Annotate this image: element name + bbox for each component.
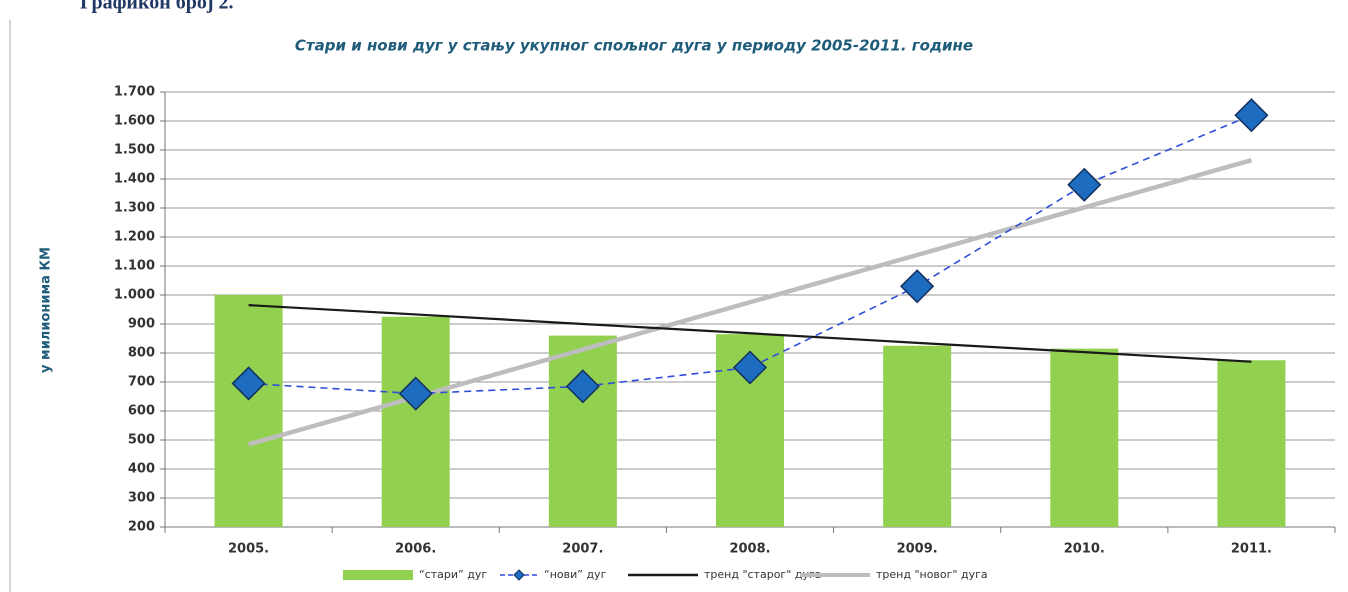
legend-marker [513, 569, 525, 581]
y-tick-label: 1.000 [114, 288, 155, 303]
x-tick-label: 2010. [1064, 542, 1105, 557]
y-axis-label: у милионима КМ [39, 247, 54, 373]
bar [1050, 348, 1119, 527]
legend-label: “нови” дуг [544, 568, 607, 581]
y-tick-label: 1.700 [114, 85, 155, 100]
y-tick-label: 400 [128, 462, 155, 477]
y-tick-label: 600 [128, 404, 155, 419]
x-tick-label: 2011. [1231, 542, 1272, 557]
marker [732, 350, 768, 385]
y-tick-label: 1.400 [114, 172, 155, 187]
bar [883, 345, 952, 527]
chart-title: Стари и нови дуг у стању укупног спољног… [295, 37, 973, 55]
y-tick-label: 800 [128, 346, 155, 361]
y-tick-label: 500 [128, 433, 155, 448]
y-tick-label: 1.100 [114, 259, 155, 274]
bar [548, 335, 617, 527]
y-tick-label: 300 [128, 491, 155, 506]
bar [214, 295, 283, 527]
y-tick-label: 1.500 [114, 143, 155, 158]
marker [398, 376, 433, 411]
marker [1067, 167, 1102, 202]
marker [900, 269, 935, 304]
legend-label: тренд "старог" дуга [704, 568, 821, 581]
x-tick-label: 2008. [729, 542, 770, 557]
line [248, 304, 1252, 363]
y-tick-label: 1.300 [114, 201, 155, 216]
x-tick-label: 2009. [897, 542, 938, 557]
legend-swatch [343, 570, 413, 580]
bar [381, 316, 450, 527]
legend-label: тренд "новог" дуга [876, 568, 988, 581]
heading: Графикон број 2. [80, 0, 234, 14]
legend-label: “стари” дуг [419, 568, 487, 581]
y-tick-label: 900 [128, 317, 155, 332]
y-tick-label: 1.200 [114, 230, 155, 245]
x-tick-label: 2006. [395, 542, 436, 557]
marker [1234, 98, 1269, 133]
y-tick-label: 700 [128, 375, 155, 390]
x-tick-label: 2007. [562, 542, 603, 557]
marker [565, 369, 600, 404]
bar [1217, 360, 1286, 527]
marker [231, 366, 266, 401]
y-tick-label: 200 [128, 520, 155, 535]
x-tick-label: 2005. [228, 542, 269, 557]
y-tick-label: 1.600 [114, 114, 155, 129]
